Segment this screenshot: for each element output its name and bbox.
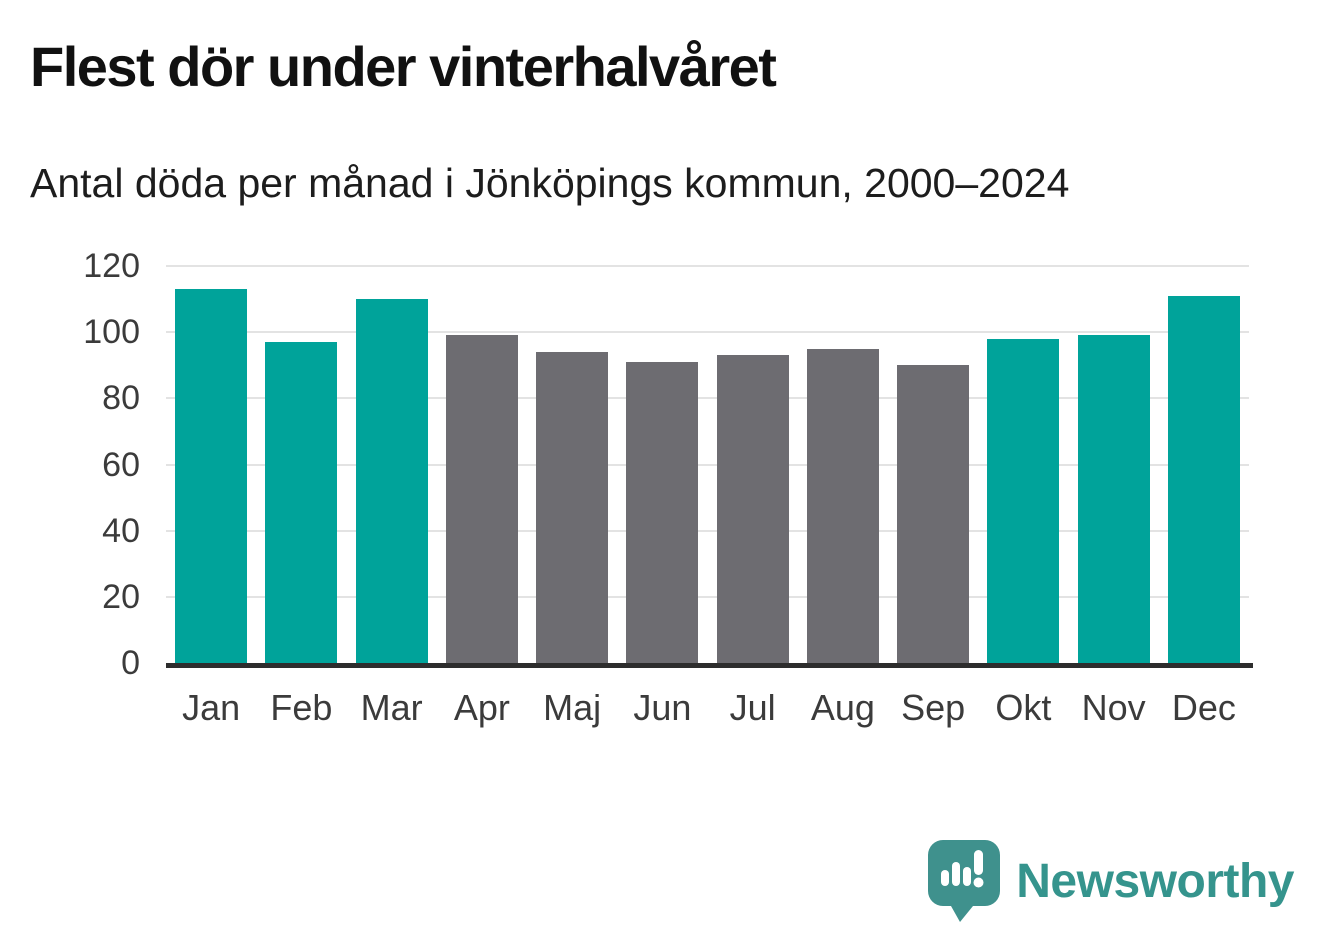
gridline-60: [166, 463, 1249, 466]
y-tick-label: 80: [102, 379, 140, 418]
gridline-80: [166, 397, 1249, 400]
x-tick-label-maj: Maj: [543, 687, 602, 728]
bar-apr: [445, 335, 518, 663]
y-tick-label: 60: [102, 445, 140, 484]
brand-wordmark: Newsworthy: [1016, 854, 1294, 908]
bar-maj: [536, 352, 609, 663]
gridline-20: [166, 595, 1249, 598]
y-tick-label: 0: [121, 644, 140, 682]
x-tick-label-feb: Feb: [270, 687, 333, 728]
gridline-40: [166, 529, 1249, 532]
bar-jun: [626, 361, 699, 663]
y-tick-label: 100: [83, 313, 140, 352]
chart-subtitle: Antal döda per månad i Jönköpings kommun…: [30, 160, 1070, 206]
gridline-120: [166, 265, 1249, 267]
y-tick-label: 20: [102, 577, 140, 616]
bar-dec: [1167, 295, 1240, 663]
x-tick-label-okt: Okt: [995, 687, 1052, 728]
y-tick-label: 120: [83, 247, 140, 285]
y-tick-label: 40: [102, 511, 140, 550]
bar-feb: [265, 342, 338, 663]
x-tick-label-apr: Apr: [453, 687, 510, 728]
bar-jan: [175, 289, 248, 663]
bar-aug: [806, 348, 879, 663]
x-tick-label-mar: Mar: [360, 687, 423, 728]
bar-nov: [1077, 335, 1150, 663]
bar-mar: [355, 299, 428, 663]
x-axis-line: [166, 663, 1253, 668]
newsworthy-logo-icon: [928, 840, 1001, 922]
gridline-100: [166, 331, 1249, 334]
x-tick-label-jul: Jul: [729, 687, 776, 728]
x-tick-label-jan: Jan: [182, 687, 241, 728]
brand-footer: Newsworthy: [927, 839, 1294, 923]
x-tick-label-jun: Jun: [633, 687, 692, 728]
x-tick-label-nov: Nov: [1081, 687, 1146, 728]
x-tick-label-aug: Aug: [810, 687, 875, 728]
x-tick-label-sep: Sep: [901, 687, 966, 728]
x-tick-label-dec: Dec: [1171, 687, 1236, 728]
bar-okt: [987, 338, 1060, 663]
chart-title: Flest dör under vinterhalvåret: [30, 35, 777, 98]
bar-sep: [897, 365, 970, 663]
bar-jul: [716, 355, 789, 663]
